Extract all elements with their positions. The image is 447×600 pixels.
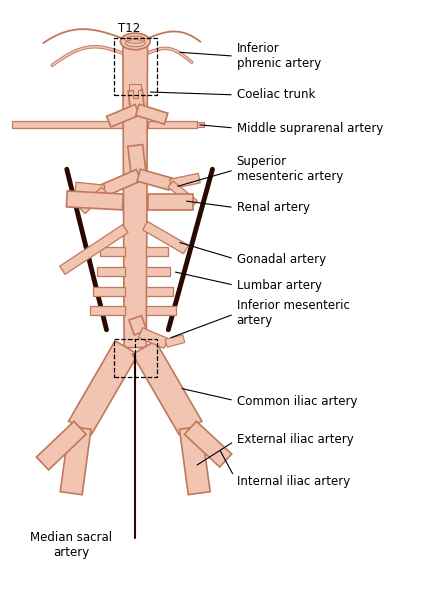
Polygon shape	[123, 41, 148, 347]
Polygon shape	[66, 191, 123, 210]
Text: Inferior
phrenic artery: Inferior phrenic artery	[180, 42, 321, 70]
Polygon shape	[128, 145, 146, 176]
Polygon shape	[101, 247, 125, 256]
Polygon shape	[68, 341, 138, 434]
Bar	[114, 38, 157, 95]
Polygon shape	[146, 287, 173, 296]
Polygon shape	[168, 181, 197, 207]
Polygon shape	[90, 306, 125, 315]
Text: Superior
mesenteric artery: Superior mesenteric artery	[177, 155, 343, 186]
Polygon shape	[106, 104, 139, 127]
Text: Gonadal artery: Gonadal artery	[180, 242, 326, 266]
Polygon shape	[143, 221, 189, 254]
Polygon shape	[60, 427, 91, 494]
Polygon shape	[146, 247, 168, 256]
Polygon shape	[165, 335, 185, 347]
Polygon shape	[146, 306, 176, 315]
Text: External iliac artery: External iliac artery	[197, 433, 354, 465]
Polygon shape	[130, 84, 141, 98]
Polygon shape	[197, 122, 204, 127]
Polygon shape	[80, 187, 107, 214]
Text: Internal iliac artery: Internal iliac artery	[220, 451, 350, 488]
Text: Renal artery: Renal artery	[186, 201, 310, 214]
Polygon shape	[129, 316, 147, 335]
Polygon shape	[93, 287, 125, 296]
Polygon shape	[148, 194, 193, 210]
Polygon shape	[12, 121, 123, 128]
Polygon shape	[136, 104, 168, 124]
Text: T12: T12	[118, 22, 140, 35]
Polygon shape	[132, 341, 202, 434]
Text: Inferior mesenteric
artery: Inferior mesenteric artery	[171, 299, 350, 338]
Text: Lumbar artery: Lumbar artery	[175, 272, 322, 292]
Polygon shape	[179, 427, 210, 494]
Polygon shape	[128, 89, 144, 110]
Polygon shape	[146, 267, 170, 276]
Polygon shape	[169, 173, 200, 189]
Polygon shape	[137, 169, 172, 190]
Ellipse shape	[120, 33, 150, 50]
Text: Middle suprarenal artery: Middle suprarenal artery	[200, 122, 383, 135]
Polygon shape	[97, 267, 125, 276]
Polygon shape	[102, 169, 141, 196]
Polygon shape	[37, 421, 86, 470]
Text: Common iliac artery: Common iliac artery	[182, 389, 357, 407]
Polygon shape	[60, 224, 128, 274]
Polygon shape	[139, 328, 168, 349]
Text: L4: L4	[150, 355, 164, 368]
Text: Median sacral
artery: Median sacral artery	[30, 531, 112, 559]
Polygon shape	[185, 421, 232, 467]
Bar	[114, 338, 157, 377]
Text: Coeliac trunk: Coeliac trunk	[150, 88, 315, 101]
Polygon shape	[75, 182, 105, 195]
Polygon shape	[148, 121, 197, 128]
